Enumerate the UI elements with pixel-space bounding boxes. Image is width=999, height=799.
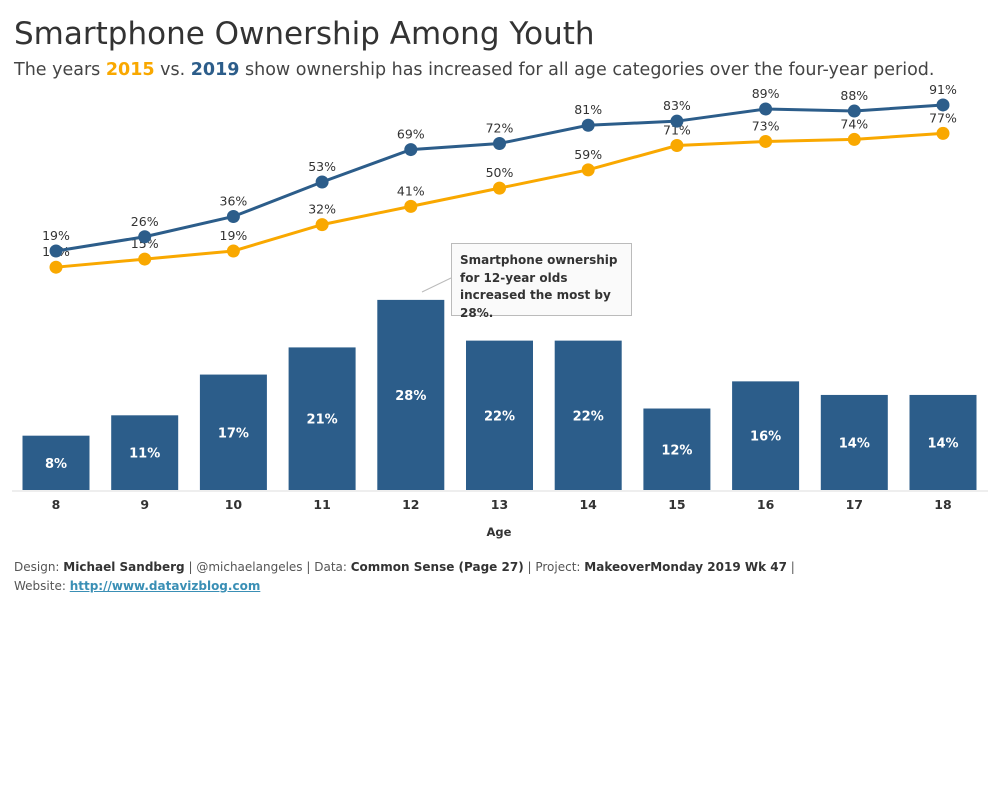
bar-label: 17% <box>218 426 249 441</box>
subtitle-text: show ownership has increased for all age… <box>239 60 935 80</box>
point-label-2015: 74% <box>840 116 868 131</box>
point-2015 <box>936 126 950 140</box>
point-label-2019: 69% <box>397 127 425 142</box>
footer-text: | <box>786 560 795 574</box>
x-tick-label: 11 <box>313 497 330 512</box>
bar-label: 14% <box>927 436 958 451</box>
x-tick-label: 18 <box>934 497 951 512</box>
x-tick-label: 10 <box>225 497 243 512</box>
bar-age-8 <box>22 435 90 490</box>
x-tick-label: 12 <box>402 497 419 512</box>
footer-project: MakeoverMonday 2019 Wk 47 <box>584 560 787 574</box>
point-2019 <box>404 143 418 157</box>
point-2015 <box>138 252 152 266</box>
bar-label: 22% <box>573 409 604 424</box>
bar-age-12 <box>377 299 445 490</box>
point-2019 <box>759 102 773 116</box>
bar-age-17 <box>820 394 888 490</box>
bar-age-11 <box>288 347 356 490</box>
bar-age-10 <box>199 374 267 490</box>
x-axis-title: Age <box>487 525 512 539</box>
x-tick-label: 17 <box>846 497 863 512</box>
footer-text: Design: <box>14 560 64 574</box>
point-2019 <box>670 114 684 128</box>
point-2019 <box>49 244 63 258</box>
chart: 8% 11% 17% 21% 28% 22% 22% 12% 16% 14% 14% 8 9 10 11 12… <box>12 82 988 539</box>
bar-age-15 <box>643 408 711 490</box>
point-2019 <box>936 98 950 112</box>
bar-age-13 <box>466 340 533 490</box>
point-label-2015: 19% <box>220 228 248 243</box>
footer-text: | Project: <box>523 560 585 574</box>
point-label-2019: 83% <box>663 98 691 113</box>
point-label-2019: 91% <box>929 82 957 97</box>
annotation-box: Smartphone ownership for 12-year olds in… <box>451 243 632 320</box>
footer-design: Michael Sandberg <box>63 560 185 574</box>
x-tick-label: 14 <box>579 497 597 512</box>
bar-label: 22% <box>484 409 515 424</box>
bar-age-18 <box>909 394 977 490</box>
x-tick-label: 16 <box>757 497 775 512</box>
point-2019 <box>315 175 329 189</box>
point-label-2015: 77% <box>929 110 957 125</box>
point-2015 <box>226 244 240 258</box>
x-tick-label: 9 <box>140 497 149 512</box>
point-2019 <box>493 136 506 150</box>
point-2019 <box>847 104 861 118</box>
point-label-2019: 81% <box>574 102 602 117</box>
point-label-2015: 73% <box>752 118 780 133</box>
point-2015 <box>670 139 684 153</box>
point-2019 <box>581 118 595 132</box>
x-tick-label: 13 <box>491 497 508 512</box>
bar-label: 11% <box>129 447 160 462</box>
point-label-2015: 71% <box>663 123 691 138</box>
annotation-connector <box>421 277 452 293</box>
point-2019 <box>138 230 152 244</box>
x-tick-label: 15 <box>668 497 685 512</box>
bar-label: 21% <box>307 413 338 428</box>
footer-text: | @michaelangeles | Data: <box>184 560 351 574</box>
point-label-2015: 59% <box>574 147 602 162</box>
bar-label: 28% <box>395 389 426 404</box>
point-label-2019: 72% <box>486 120 514 135</box>
bar-label: 12% <box>661 443 692 458</box>
point-2015 <box>315 218 329 232</box>
point-label-2015: 41% <box>397 183 425 198</box>
point-2015 <box>581 163 595 177</box>
bar-age-16 <box>732 381 800 490</box>
point-label-2019: 36% <box>220 193 248 208</box>
point-label-2019: 19% <box>42 228 70 243</box>
footer: Design: Michael Sandberg | @michaelangel… <box>14 558 795 596</box>
footer-text: Website: <box>14 579 70 593</box>
chart-subtitle: The years 2015 vs. 2019 show ownership h… <box>14 60 934 80</box>
subtitle-year-2015: 2015 <box>105 60 155 80</box>
point-label-2019: 26% <box>131 214 159 229</box>
point-label-2015: 32% <box>308 202 336 217</box>
bar-label: 14% <box>839 436 870 451</box>
point-2015 <box>493 181 506 195</box>
chart-title: Smartphone Ownership Among Youth <box>14 16 595 52</box>
bar-label: 16% <box>750 430 781 445</box>
point-label-2015: 50% <box>486 165 514 180</box>
subtitle-year-2019: 2019 <box>190 60 240 80</box>
website-link[interactable]: http://www.datavizblog.com <box>69 579 261 593</box>
point-2019 <box>226 209 240 223</box>
bar-label: 8% <box>45 457 67 472</box>
point-2015 <box>404 199 418 213</box>
footer-data: Common Sense (Page 27) <box>350 560 524 574</box>
point-label-2015: 15% <box>131 236 159 251</box>
subtitle-text: The years <box>14 60 106 80</box>
x-tick-label: 8 <box>52 497 61 512</box>
point-label-2019: 53% <box>308 159 336 174</box>
point-label-2019: 88% <box>840 88 868 103</box>
bar-age-14 <box>554 340 622 490</box>
point-2015 <box>49 260 63 274</box>
bar-age-9 <box>111 415 179 490</box>
point-2015 <box>847 132 861 146</box>
point-2015 <box>759 134 773 148</box>
point-label-2019: 89% <box>752 86 780 101</box>
subtitle-text: vs. <box>154 60 191 80</box>
